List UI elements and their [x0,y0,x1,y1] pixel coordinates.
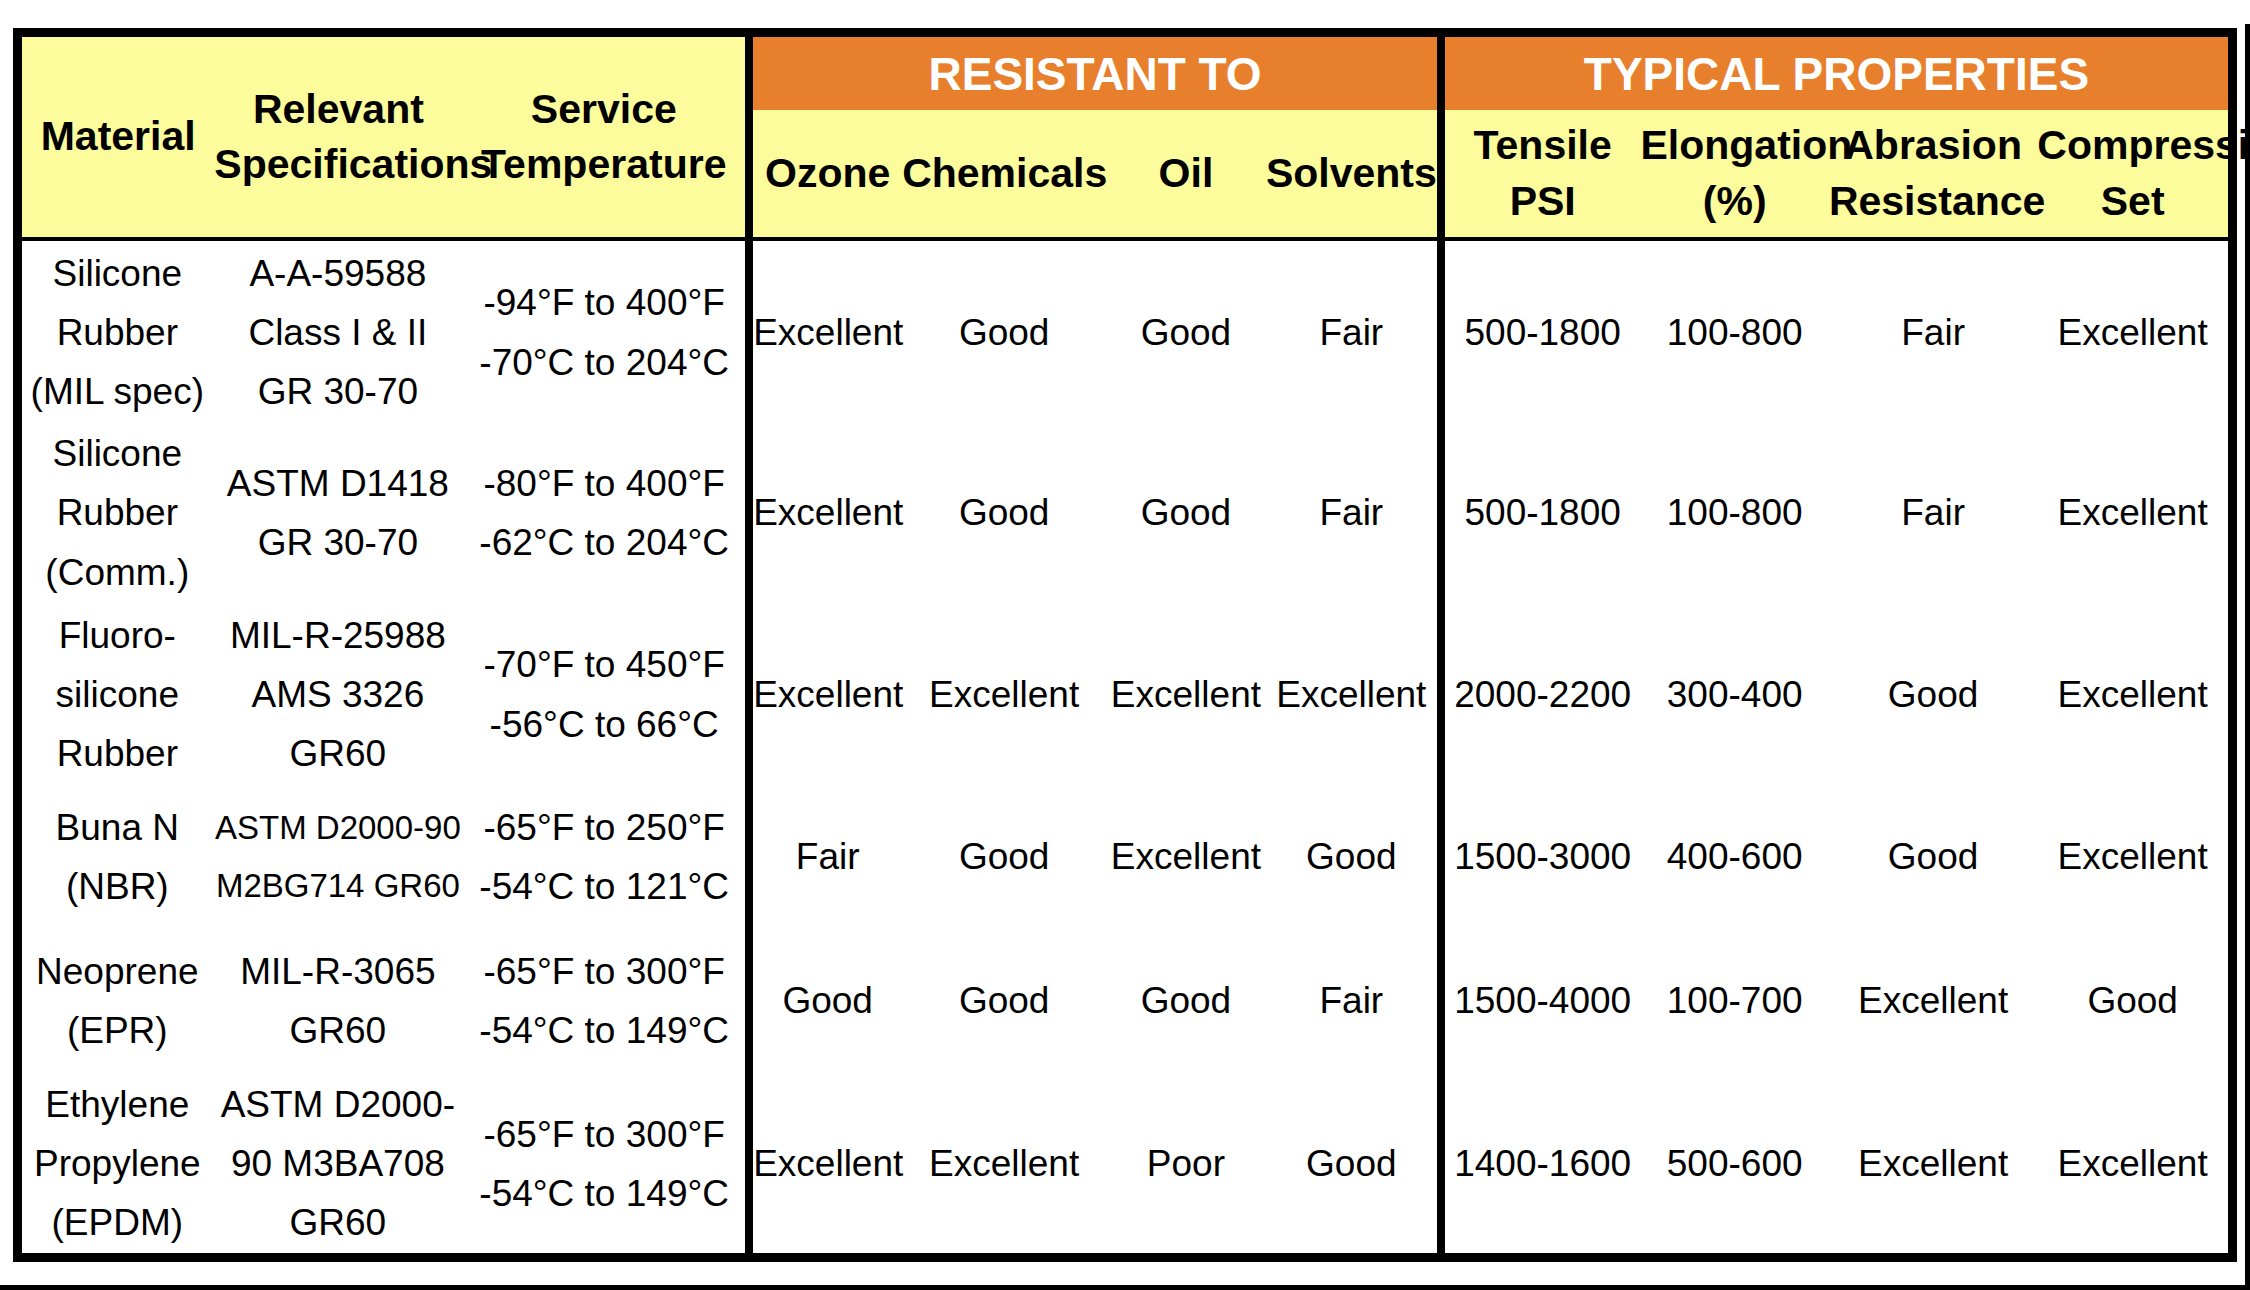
cell-compression-set: Excellent [2037,239,2232,424]
cell-elongation: 500-600 [1640,1075,1828,1257]
cell-ozone: Excellent [749,424,902,602]
column-header-abrasion-resistance: Abrasion Resistance [1829,110,2037,239]
left-header-columns: Material Relevant Specifications Service… [22,37,745,237]
cell-elongation: 100-700 [1640,927,1828,1075]
cell-abrasion-resistance: Excellent [1829,1075,2037,1257]
cell-ozone: Good [749,927,902,1075]
cell-material: Ethylene Propylene (EPDM) [18,1075,213,1257]
cell-chemicals: Good [902,424,1106,602]
column-header-compression-set: Compression Set [2037,110,2232,239]
column-header-elongation: Elongation (%) [1640,110,1828,239]
page: Material Relevant Specifications Service… [0,0,2250,1290]
cell-material: Silicone Rubber (MIL spec) [18,239,213,424]
cell-ozone: Fair [749,787,902,927]
column-header-relevant-specifications: Relevant Specifications [214,82,462,193]
cell-oil: Poor [1106,1075,1266,1257]
cell-chemicals: Excellent [902,602,1106,787]
cell-tensile-psi: 1500-3000 [1441,787,1641,927]
cell-solvents: Good [1266,1075,1441,1257]
cell-ozone: Excellent [749,602,902,787]
cell-specifications: MIL-R-3065 GR60 [213,927,464,1075]
cell-solvents: Fair [1266,927,1441,1075]
cell-ozone: Excellent [749,239,902,424]
cell-compression-set: Excellent [2037,787,2232,927]
table-row: Fluoro- silicone Rubber MIL-R-25988 AMS … [18,602,2233,787]
cell-specifications: MIL-R-25988 AMS 3326 GR60 [213,602,464,787]
cell-oil: Excellent [1106,787,1266,927]
cell-service-temperature: -70°F to 450°F -56°C to 66°C [463,602,749,787]
cell-abrasion-resistance: Fair [1829,239,2037,424]
cell-oil: Good [1106,927,1266,1075]
cell-compression-set: Excellent [2037,1075,2232,1257]
cell-material: Fluoro- silicone Rubber [18,602,213,787]
cell-tensile-psi: 1400-1600 [1441,1075,1641,1257]
column-header-tensile-psi: Tensile PSI [1441,110,1641,239]
cell-solvents: Excellent [1266,602,1441,787]
cell-ozone: Excellent [749,1075,902,1257]
group-header-typical-properties: TYPICAL PROPERTIES [1441,33,2233,111]
cell-solvents: Fair [1266,239,1441,424]
cell-tensile-psi: 500-1800 [1441,239,1641,424]
group-header-resistant-to: RESISTANT TO [749,33,1441,111]
cell-oil: Good [1106,424,1266,602]
page-frame-bottom-line [0,1285,2250,1290]
cell-specifications: ASTM D1418 GR 30-70 [213,424,464,602]
cell-elongation: 100-800 [1640,424,1828,602]
left-header-cell: Material Relevant Specifications Service… [18,33,750,240]
column-header-material: Material [22,109,214,164]
cell-chemicals: Excellent [902,1075,1106,1257]
cell-tensile-psi: 500-1800 [1441,424,1641,602]
cell-material: Neoprene (EPR) [18,927,213,1075]
column-header-oil: Oil [1106,110,1266,239]
cell-oil: Good [1106,239,1266,424]
cell-oil: Excellent [1106,602,1266,787]
cell-elongation: 100-800 [1640,239,1828,424]
table-row: Silicone Rubber (Comm.) ASTM D1418 GR 30… [18,424,2233,602]
column-header-solvents: Solvents [1266,110,1441,239]
column-header-chemicals: Chemicals [902,110,1106,239]
cell-service-temperature: -65°F to 250°F -54°C to 121°C [463,787,749,927]
cell-chemicals: Good [902,927,1106,1075]
cell-specifications: A-A-59588 Class I & II GR 30-70 [213,239,464,424]
cell-elongation: 300-400 [1640,602,1828,787]
cell-abrasion-resistance: Excellent [1829,927,2037,1075]
cell-compression-set: Good [2037,927,2232,1075]
cell-material: Silicone Rubber (Comm.) [18,424,213,602]
cell-specifications: ASTM D2000-90 M2BG714 GR60 [213,787,464,927]
cell-service-temperature: -65°F to 300°F -54°C to 149°C [463,1075,749,1257]
table-row: Ethylene Propylene (EPDM) ASTM D2000- 90… [18,1075,2233,1257]
cell-service-temperature: -65°F to 300°F -54°C to 149°C [463,927,749,1075]
table-row: Neoprene (EPR) MIL-R-3065 GR60 -65°F to … [18,927,2233,1075]
column-header-service-temperature: Service Temperature [462,82,745,193]
cell-abrasion-resistance: Good [1829,787,2037,927]
table-header-group-row: Material Relevant Specifications Service… [18,33,2233,111]
cell-elongation: 400-600 [1640,787,1828,927]
cell-solvents: Fair [1266,424,1441,602]
cell-specifications: ASTM D2000- 90 M3BA708 GR60 [213,1075,464,1257]
cell-compression-set: Excellent [2037,424,2232,602]
cell-tensile-psi: 1500-4000 [1441,927,1641,1075]
cell-chemicals: Good [902,239,1106,424]
cell-chemicals: Good [902,787,1106,927]
column-header-ozone: Ozone [749,110,902,239]
table-row: Silicone Rubber (MIL spec) A-A-59588 Cla… [18,239,2233,424]
cell-abrasion-resistance: Good [1829,602,2037,787]
material-properties-table: Material Relevant Specifications Service… [13,28,2237,1262]
cell-solvents: Good [1266,787,1441,927]
page-frame-right-line [2245,24,2250,1290]
cell-service-temperature: -80°F to 400°F -62°C to 204°C [463,424,749,602]
cell-service-temperature: -94°F to 400°F -70°C to 204°C [463,239,749,424]
table-row: Buna N (NBR) ASTM D2000-90 M2BG714 GR60 … [18,787,2233,927]
cell-abrasion-resistance: Fair [1829,424,2037,602]
cell-tensile-psi: 2000-2200 [1441,602,1641,787]
cell-material: Buna N (NBR) [18,787,213,927]
cell-compression-set: Excellent [2037,602,2232,787]
